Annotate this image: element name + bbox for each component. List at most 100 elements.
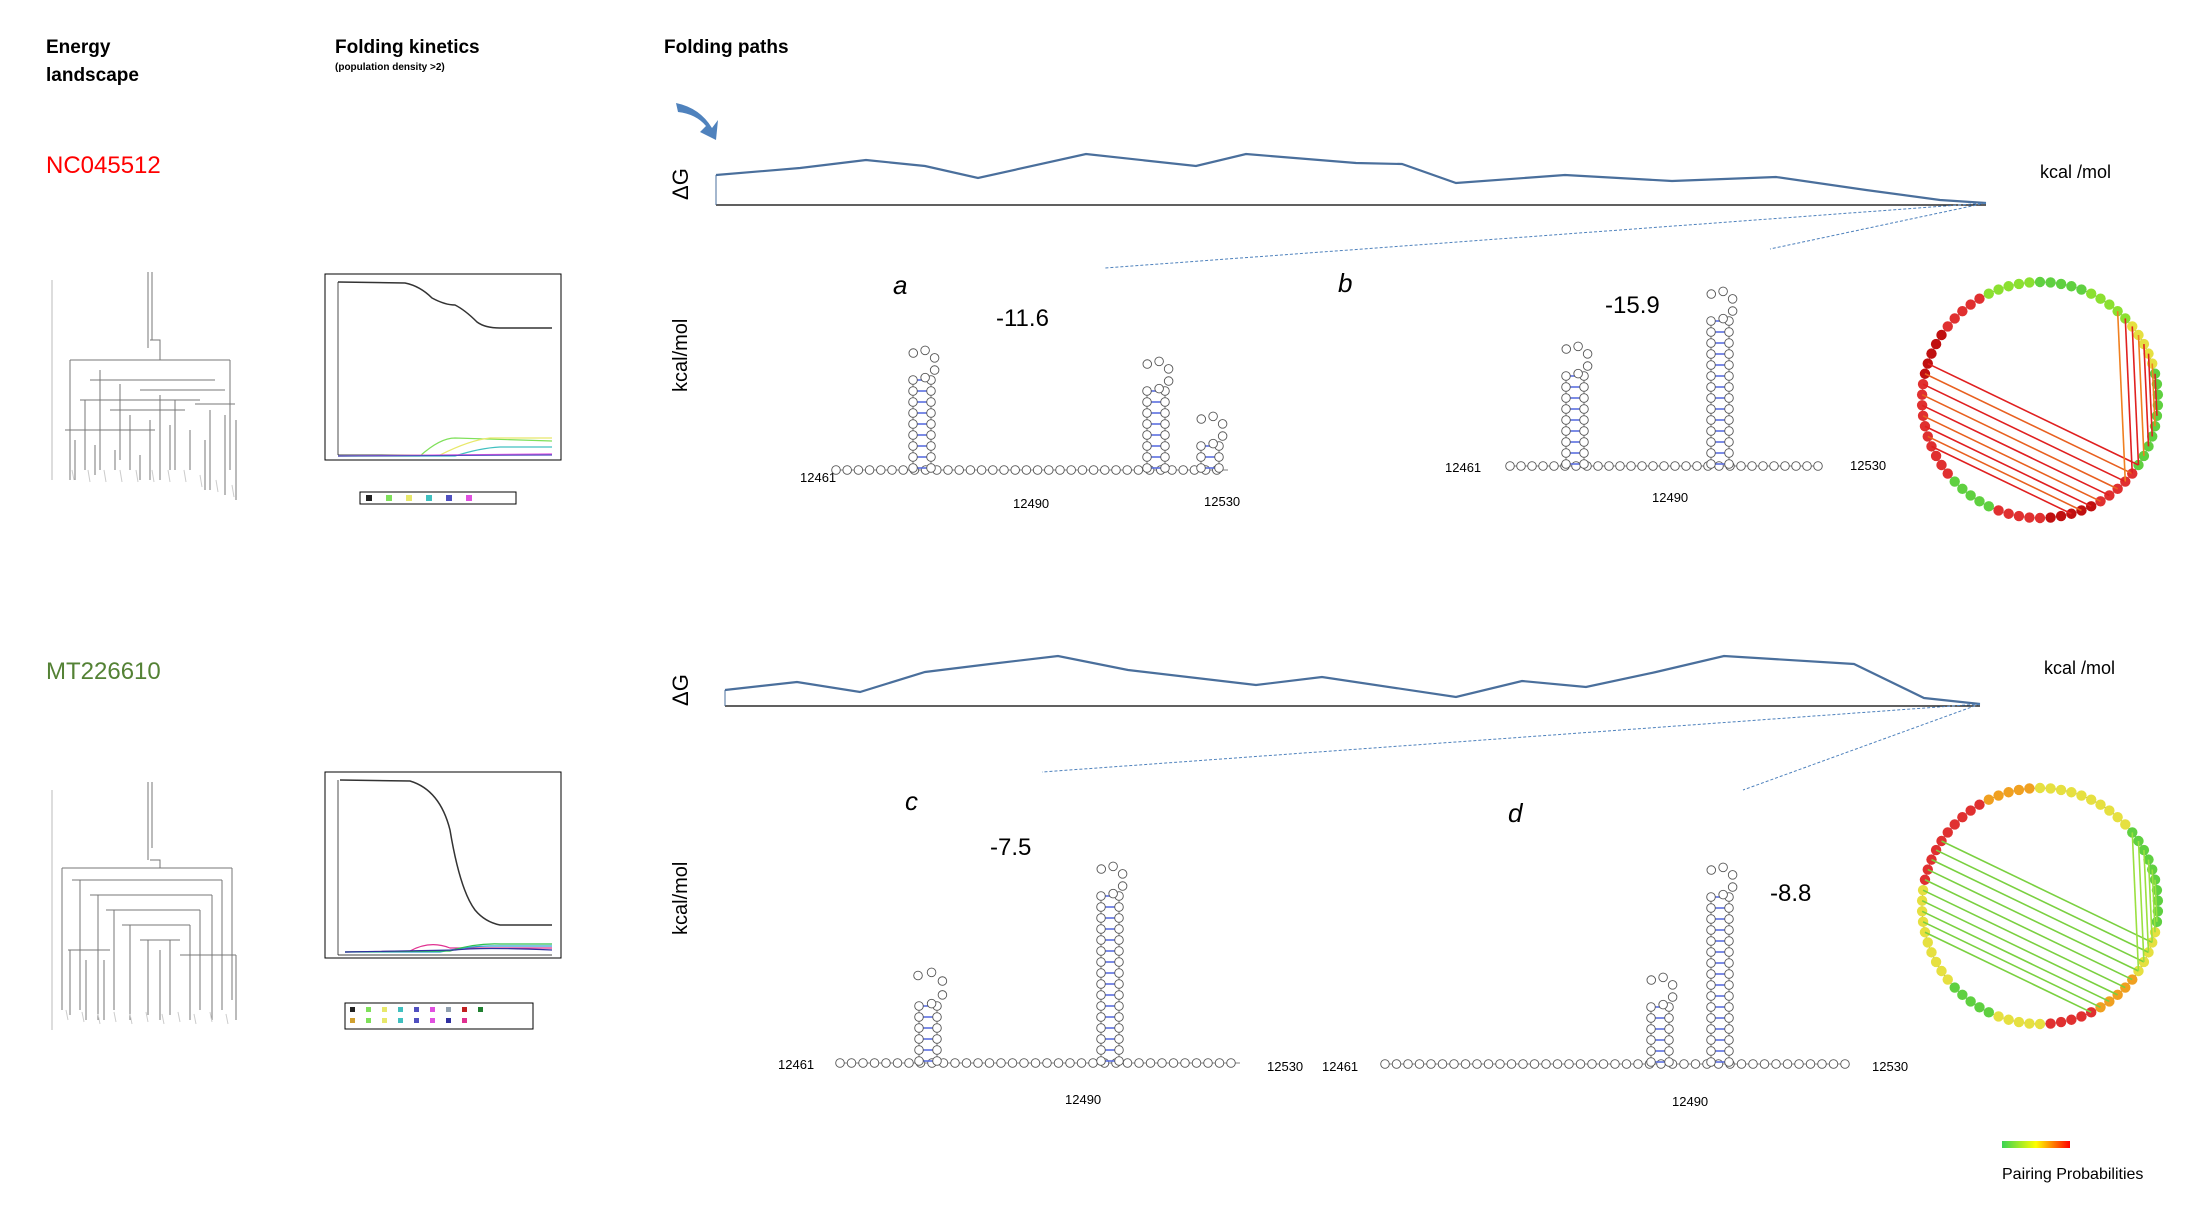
nucleotide [1706, 415, 1716, 425]
nucleotide-marker [2112, 811, 2123, 823]
nucleotide [1724, 1046, 1734, 1056]
nucleotide-marker [2024, 783, 2035, 794]
nucleotide [1561, 459, 1571, 469]
nucleotide [1664, 1035, 1674, 1045]
nucleotide [1214, 1058, 1225, 1068]
nucleotide-marker [2024, 277, 2035, 288]
nucleotide-marker [2066, 1014, 2077, 1025]
nucleotide [1561, 404, 1571, 414]
nucleotide-marker [1949, 476, 1960, 487]
nucleotide-marker [1922, 358, 1933, 369]
nucleotide [1813, 461, 1823, 471]
nucleotide [1160, 397, 1170, 407]
nucleotide [1667, 980, 1678, 990]
pairing-chord [1922, 415, 2101, 503]
nucleotide [976, 465, 987, 475]
pairing-chord [1921, 910, 2110, 1003]
nucleotide-marker [1942, 974, 1953, 985]
nucleotide [926, 463, 936, 473]
nucleotide [973, 1058, 983, 1068]
nucleotide-marker [2055, 784, 2067, 796]
nucleotide [1747, 461, 1757, 471]
nucleotide-marker [1942, 321, 1953, 332]
nucleotide-marker [2034, 512, 2046, 524]
nucleotide [954, 465, 964, 475]
pos-end-a: 12530 [1204, 494, 1241, 509]
nucleotide [881, 1058, 891, 1068]
nucleotide [1724, 980, 1734, 990]
nucleotide [1145, 1058, 1156, 1068]
nucleotide [1579, 404, 1589, 414]
strain-label-mt226610: MT226610 [46, 658, 161, 685]
nucleotide [1598, 1059, 1609, 1069]
nucleotide-marker [2013, 1016, 2025, 1028]
nucleotide [1724, 371, 1734, 381]
nucleotide [1214, 463, 1224, 473]
nucleotide [1096, 1023, 1106, 1033]
pairing-chord [1922, 383, 2126, 483]
nucleotide [1724, 947, 1734, 957]
nucleotide-marker [2133, 329, 2144, 341]
nucleotide [1142, 408, 1152, 418]
pos-end-d: 12530 [1872, 1059, 1909, 1074]
nucleotide [1724, 1013, 1734, 1023]
nucleotide [1449, 1059, 1459, 1069]
nucleotide [1088, 465, 1099, 475]
nucleotide [1706, 1002, 1716, 1012]
nucleotide-marker [1936, 459, 1947, 471]
nucleotide [1191, 1058, 1202, 1068]
nucleotide-marker [1919, 368, 1931, 379]
nucleotide [1226, 1058, 1236, 1068]
nucleotide [932, 1023, 942, 1033]
nucleotide [1564, 1059, 1574, 1069]
nucleotide [892, 1058, 903, 1068]
nucleotide [1780, 461, 1790, 471]
nucleotide [914, 1001, 924, 1011]
nucleotide-marker [2003, 1014, 2014, 1025]
nucleotide [1163, 364, 1174, 374]
nucleotide [1529, 1059, 1540, 1069]
pairing-chord [2147, 353, 2154, 437]
nucleotide-marker [2076, 790, 2087, 801]
nucleotide [1690, 1059, 1701, 1069]
pairing-chord [1931, 858, 2145, 963]
nucleotide [1724, 958, 1734, 968]
nucleotide [1010, 465, 1020, 475]
nucleotide [1758, 461, 1768, 471]
nucleotide [1582, 349, 1593, 359]
nucleotide-marker [2152, 400, 2164, 411]
nucleotide-marker [2095, 799, 2106, 810]
nucleotide [1706, 338, 1716, 348]
nucleotide-marker [1922, 937, 1933, 948]
nucleotide [1096, 979, 1106, 989]
nucleotide-marker [2085, 794, 2097, 805]
nucleotide [1111, 465, 1121, 475]
nucleotide [926, 397, 936, 407]
pairing-chord [2147, 859, 2154, 943]
nucleotide [1114, 913, 1124, 923]
nucleotide [908, 348, 919, 358]
nucleotide [1646, 1057, 1656, 1067]
nucleotide [1706, 1057, 1716, 1067]
nucleotide [1214, 452, 1224, 462]
nucleotide [1718, 286, 1728, 297]
nucleotide-marker [2003, 281, 2014, 292]
nucleotide [984, 1058, 995, 1068]
nucleotide-marker [1942, 468, 1953, 479]
nucleotide [1114, 1045, 1124, 1055]
energy-path-top [715, 152, 1987, 269]
pairing-chord [1924, 931, 2092, 1014]
nucleotide [1065, 1058, 1075, 1068]
nucleotide-marker [2076, 284, 2087, 295]
nucleotide [1114, 935, 1124, 945]
dg-unit-top: kcal /mol [2040, 162, 2112, 182]
nucleotide [1122, 465, 1132, 475]
nucleotide-marker [2066, 787, 2077, 798]
nucleotide [1217, 419, 1228, 429]
nucleotide [1196, 452, 1206, 462]
nucleotide [1615, 461, 1625, 471]
nucleotide [1495, 1059, 1505, 1069]
nucleotide [1561, 371, 1571, 381]
nucleotide [1593, 461, 1603, 471]
